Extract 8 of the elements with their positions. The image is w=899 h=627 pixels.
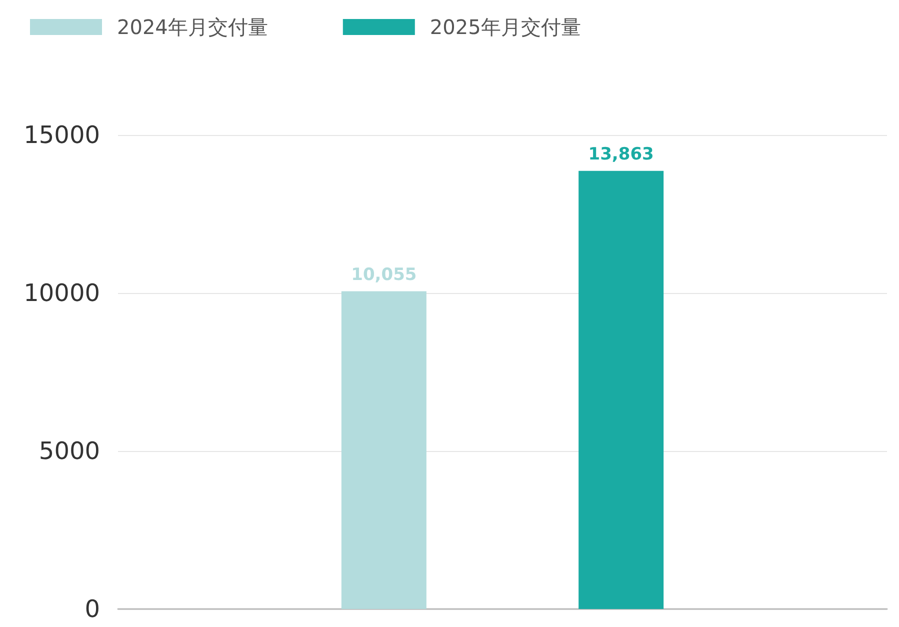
legend-label: 2024年月交付量 <box>117 15 268 39</box>
y-tick-label: 15000 <box>24 121 100 149</box>
y-tick-label: 10000 <box>24 279 100 307</box>
y-tick-label: 5000 <box>38 437 100 465</box>
legend-label: 2025年月交付量 <box>430 15 581 39</box>
y-tick-label: 0 <box>84 595 100 623</box>
data-label: 13,863 <box>588 144 654 164</box>
data-label: 10,055 <box>351 264 417 285</box>
